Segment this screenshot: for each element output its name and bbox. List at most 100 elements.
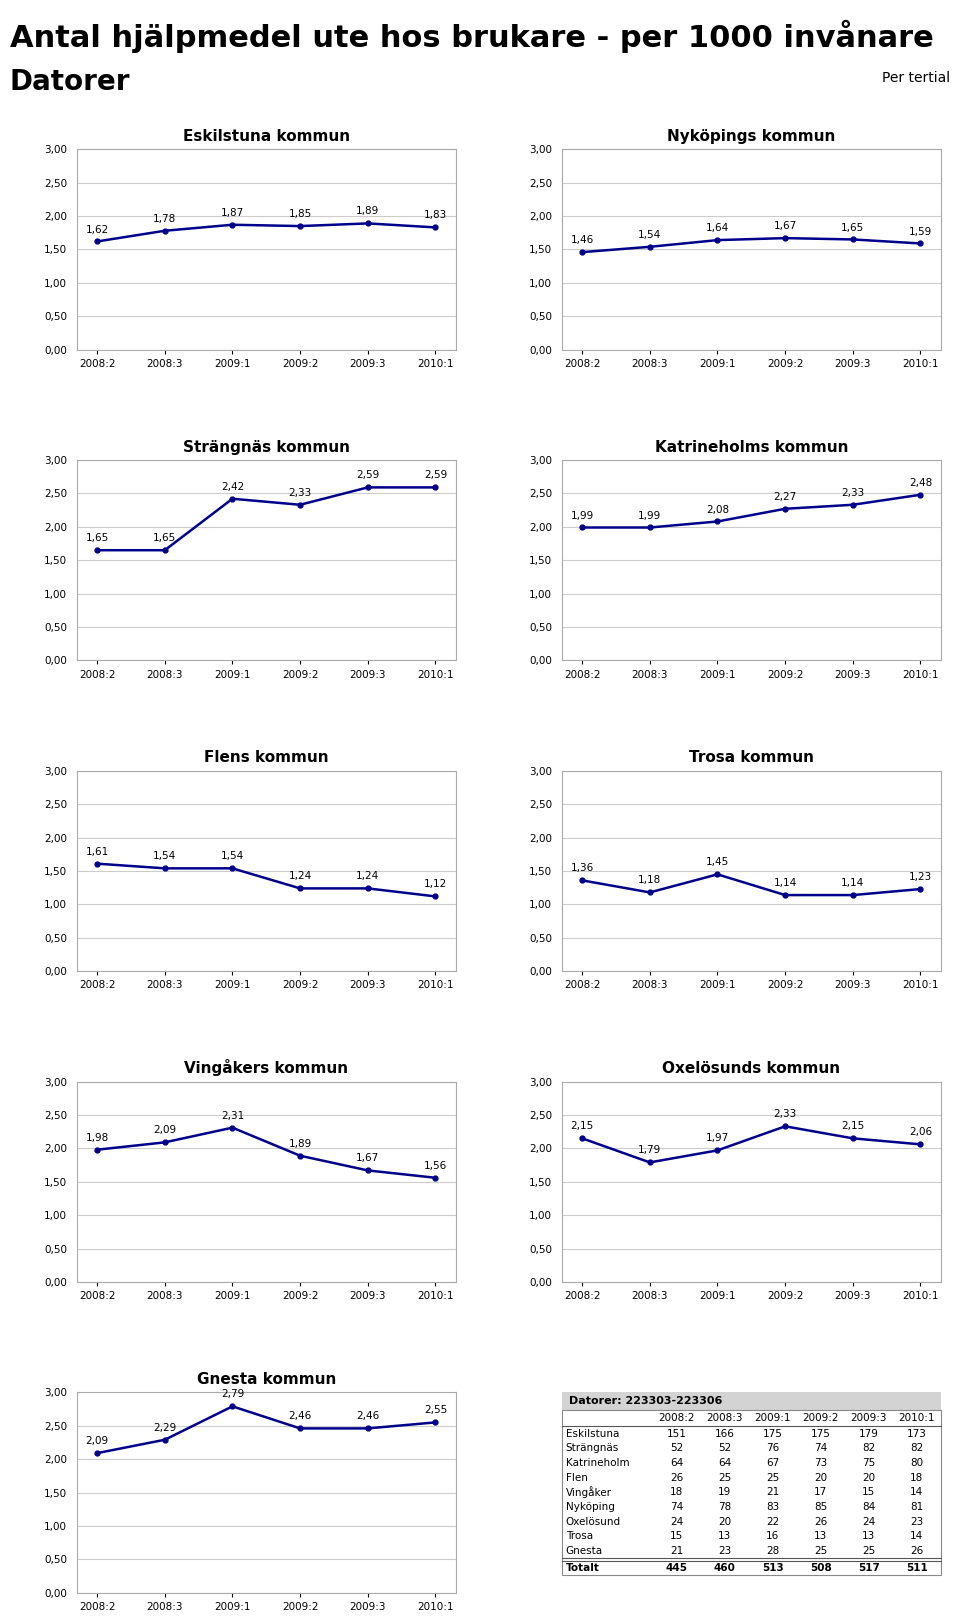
Text: 1,83: 1,83 [423, 211, 447, 221]
Text: 82: 82 [862, 1444, 876, 1453]
Title: Oxelösunds kommun: Oxelösunds kommun [662, 1061, 840, 1077]
Text: 2,29: 2,29 [154, 1422, 177, 1432]
Text: 20: 20 [718, 1517, 732, 1526]
Text: 24: 24 [862, 1517, 876, 1526]
Text: 24: 24 [670, 1517, 684, 1526]
Text: 1,79: 1,79 [638, 1145, 661, 1155]
Text: 13: 13 [718, 1531, 732, 1541]
Text: 13: 13 [862, 1531, 876, 1541]
Text: 151: 151 [667, 1429, 686, 1439]
Text: 17: 17 [814, 1487, 828, 1497]
Text: 2009:3: 2009:3 [851, 1413, 887, 1424]
Text: 1,87: 1,87 [221, 208, 244, 217]
Title: Vingåkers kommun: Vingåkers kommun [184, 1059, 348, 1077]
Title: Flens kommun: Flens kommun [204, 751, 328, 766]
Text: 2,27: 2,27 [774, 491, 797, 501]
Text: 2,15: 2,15 [570, 1121, 594, 1132]
Text: 52: 52 [718, 1444, 732, 1453]
Text: Flen: Flen [565, 1473, 588, 1483]
Text: 513: 513 [762, 1564, 783, 1573]
Text: 445: 445 [666, 1564, 687, 1573]
Bar [562, 1392, 941, 1411]
Text: 2,09: 2,09 [154, 1126, 177, 1135]
Text: 15: 15 [670, 1531, 684, 1541]
Text: 2,31: 2,31 [221, 1111, 244, 1121]
Text: Oxelösund: Oxelösund [565, 1517, 621, 1526]
Text: 1,65: 1,65 [85, 534, 108, 543]
Text: 1,24: 1,24 [289, 871, 312, 881]
Text: 173: 173 [907, 1429, 926, 1439]
Text: 1,99: 1,99 [638, 511, 661, 521]
Text: 85: 85 [814, 1502, 828, 1512]
Text: Trosa: Trosa [565, 1531, 592, 1541]
Text: 67: 67 [766, 1458, 780, 1468]
Text: 15: 15 [862, 1487, 876, 1497]
Text: 1,97: 1,97 [706, 1134, 729, 1144]
Text: 74: 74 [670, 1502, 684, 1512]
Text: 28: 28 [766, 1546, 780, 1555]
Text: 1,67: 1,67 [774, 221, 797, 232]
Text: 517: 517 [858, 1564, 879, 1573]
Text: 2,48: 2,48 [909, 478, 932, 488]
Text: 511: 511 [906, 1564, 927, 1573]
Text: 14: 14 [910, 1531, 924, 1541]
Text: Nyköping: Nyköping [565, 1502, 614, 1512]
Title: Strängnäs kommun: Strängnäs kommun [182, 440, 349, 454]
Text: 179: 179 [859, 1429, 878, 1439]
Text: 175: 175 [763, 1429, 782, 1439]
Text: 2008:3: 2008:3 [707, 1413, 743, 1424]
Text: 22: 22 [766, 1517, 780, 1526]
Text: 1,54: 1,54 [154, 852, 177, 861]
Text: 2,33: 2,33 [841, 488, 864, 498]
Text: 18: 18 [910, 1473, 924, 1483]
Title: Eskilstuna kommun: Eskilstuna kommun [182, 128, 349, 144]
Text: Datorer: Datorer [10, 68, 131, 96]
Text: 2008:2: 2008:2 [659, 1413, 695, 1424]
Text: 1,54: 1,54 [638, 230, 661, 240]
Text: 1,62: 1,62 [85, 224, 108, 235]
Text: 25: 25 [718, 1473, 732, 1483]
Text: Eskilstuna: Eskilstuna [565, 1429, 619, 1439]
Text: Vingåker: Vingåker [565, 1486, 612, 1499]
Text: 1,61: 1,61 [85, 847, 108, 856]
Text: 1,12: 1,12 [423, 879, 447, 889]
Text: 26: 26 [670, 1473, 684, 1483]
Text: 1,65: 1,65 [154, 534, 177, 543]
Text: 83: 83 [766, 1502, 780, 1512]
Text: 1,56: 1,56 [423, 1161, 447, 1171]
Text: 20: 20 [862, 1473, 876, 1483]
Text: 508: 508 [810, 1564, 831, 1573]
Text: 2,15: 2,15 [841, 1121, 864, 1132]
Text: 23: 23 [718, 1546, 732, 1555]
Text: 25: 25 [814, 1546, 828, 1555]
Text: 1,14: 1,14 [774, 878, 797, 889]
Text: 2,79: 2,79 [221, 1390, 244, 1400]
Text: 1,24: 1,24 [356, 871, 379, 881]
Text: 460: 460 [714, 1564, 735, 1573]
Text: 25: 25 [766, 1473, 780, 1483]
Text: 1,78: 1,78 [154, 214, 177, 224]
Text: 20: 20 [814, 1473, 828, 1483]
Text: 16: 16 [766, 1531, 780, 1541]
Text: 25: 25 [862, 1546, 876, 1555]
Text: 1,36: 1,36 [570, 863, 594, 873]
Text: Totalt: Totalt [565, 1564, 599, 1573]
Text: 19: 19 [718, 1487, 732, 1497]
Text: 64: 64 [670, 1458, 684, 1468]
Text: 2,06: 2,06 [909, 1127, 932, 1137]
Text: 1,64: 1,64 [706, 224, 729, 234]
Text: 21: 21 [766, 1487, 780, 1497]
Text: 26: 26 [910, 1546, 924, 1555]
Text: 2,08: 2,08 [706, 504, 729, 514]
Text: 14: 14 [910, 1487, 924, 1497]
Text: Katrineholm: Katrineholm [565, 1458, 629, 1468]
Text: 1,45: 1,45 [706, 858, 729, 868]
Text: 2009:1: 2009:1 [755, 1413, 791, 1424]
Title: Katrineholms kommun: Katrineholms kommun [655, 440, 848, 454]
Text: 1,98: 1,98 [85, 1132, 108, 1144]
Text: 2,33: 2,33 [774, 1109, 797, 1119]
Text: 2010:1: 2010:1 [899, 1413, 935, 1424]
Text: 80: 80 [910, 1458, 924, 1468]
Text: 2009:2: 2009:2 [803, 1413, 839, 1424]
Text: 2,09: 2,09 [85, 1435, 108, 1447]
